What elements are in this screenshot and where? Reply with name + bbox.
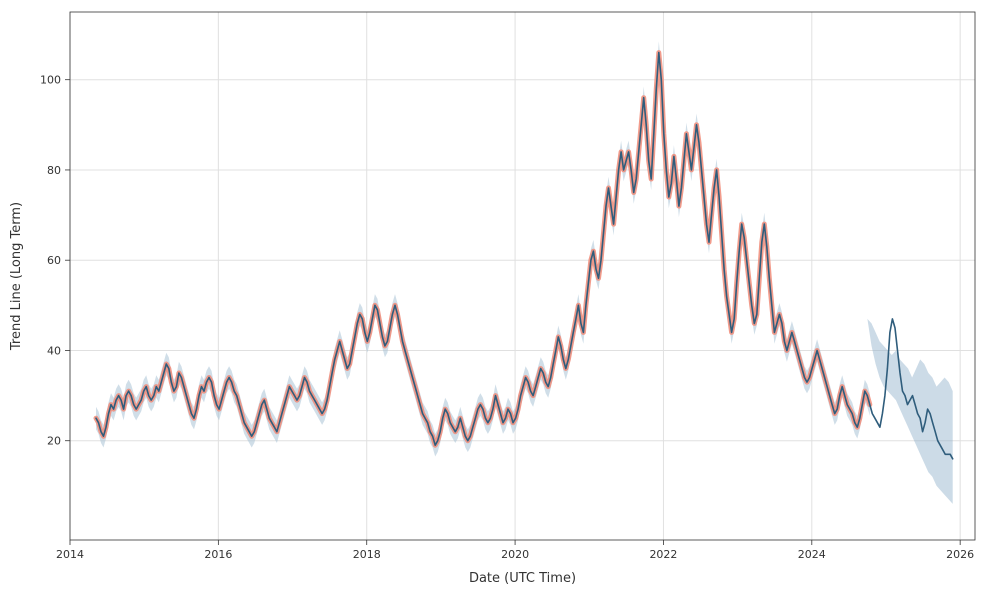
x-tick-label: 2024	[798, 548, 826, 561]
chart-container: 2014 2016 2018 2020 2022 2024 2026 20 40 60 80 100 D…	[0, 0, 989, 590]
x-tick-label: 2016	[204, 548, 232, 561]
y-tick-label: 40	[47, 344, 61, 357]
x-tick-label: 2022	[649, 548, 677, 561]
y-tick-label: 100	[40, 74, 61, 87]
x-axis-label: Date (UTC Time)	[469, 571, 576, 586]
y-tick-label: 20	[47, 435, 61, 448]
y-tick-label: 80	[47, 164, 61, 177]
x-tick-label: 2026	[946, 548, 974, 561]
y-tick-label: 60	[47, 254, 61, 267]
x-tick-label: 2018	[353, 548, 381, 561]
x-tick-label: 2014	[56, 548, 84, 561]
trend-line-chart: 2014 2016 2018 2020 2022 2024 2026 20 40 60 80 100 D…	[0, 0, 989, 590]
y-axis-label: Trend Line (Long Term)	[9, 202, 24, 351]
x-tick-label: 2020	[501, 548, 529, 561]
